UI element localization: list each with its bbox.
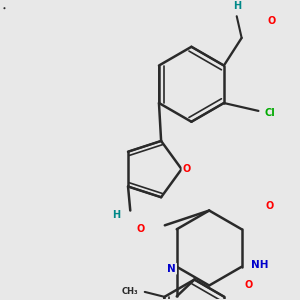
Text: O: O xyxy=(265,201,273,211)
Text: H: H xyxy=(112,211,121,220)
Text: O: O xyxy=(136,224,144,234)
Text: H: H xyxy=(233,1,241,11)
Text: CH₃: CH₃ xyxy=(122,287,138,296)
Text: NH: NH xyxy=(251,260,268,270)
Text: O: O xyxy=(244,280,253,290)
Text: Cl: Cl xyxy=(265,108,276,118)
Text: O: O xyxy=(182,164,190,174)
Text: O: O xyxy=(267,16,275,26)
Text: N: N xyxy=(167,264,176,274)
